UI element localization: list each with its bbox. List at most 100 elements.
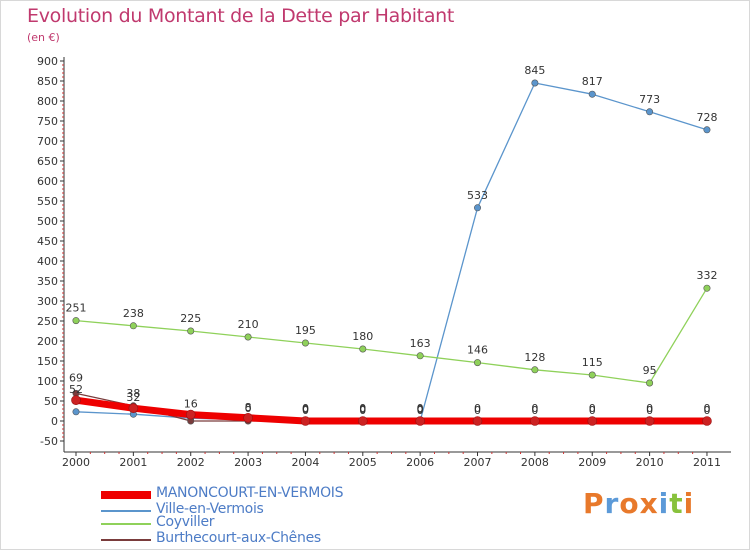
data-point [474,359,482,367]
data-point [128,403,139,414]
data-label: 0 [359,403,366,416]
legend-swatch [101,491,151,499]
data-label: 0 [703,402,710,415]
data-point [531,366,539,374]
data-point [185,409,196,420]
data-label: 0 [417,404,424,417]
data-label: 0 [531,404,538,417]
series-line [75,287,708,384]
data-label: 0 [589,404,596,417]
data-label: 0 [245,402,252,415]
data-point [703,284,711,292]
data-label: 817 [582,75,603,88]
x-tick-label: 2011 [693,456,721,469]
y-tick-label: 300 [37,295,58,308]
data-point [244,333,252,341]
data-label: 728 [696,111,717,124]
legend-label: MANONCOURT-EN-VERMOIS [156,485,344,501]
data-point [587,416,598,426]
x-tick-label: 2000 [62,456,90,469]
data-label: 0 [646,402,653,415]
data-label: 210 [238,318,259,331]
y-tick-label: 250 [37,315,58,328]
data-label: 115 [582,356,603,369]
data-point [702,416,712,426]
x-tick-label: 2003 [234,456,262,469]
data-point [129,322,137,330]
y-tick-label: 50 [44,395,58,408]
y-tick-label: 200 [37,335,58,348]
data-point [530,416,540,426]
legend-swatch [101,539,151,541]
data-label: 251 [66,302,87,315]
data-label: 225 [180,312,201,325]
data-label: 0 [302,404,309,417]
data-label: 146 [467,344,488,357]
x-tick-label: 2001 [119,456,147,469]
data-label: 32 [126,391,140,404]
data-point [474,204,482,212]
data-label: 0 [646,404,653,417]
data-label: 533 [467,189,488,202]
data-point [646,379,654,387]
x-tick-label: 2004 [291,456,319,469]
data-point [359,345,367,353]
data-point [300,416,311,426]
data-label: 0 [417,402,424,415]
data-label: 95 [643,364,657,377]
data-point [588,90,596,98]
legend-swatch [101,510,151,512]
y-tick-label: 400 [37,255,58,268]
data-point [71,395,81,406]
y-tick-label: 600 [37,175,58,188]
y-tick-label: 350 [37,275,58,288]
y-tick-label: -50 [40,435,58,448]
y-tick-label: 500 [37,215,58,228]
series-line [72,396,711,425]
y-tick-label: 450 [37,235,58,248]
x-tick-label: 2002 [177,456,205,469]
series-line [75,82,708,422]
chart-title: Evolution du Montant de la Dette par Hab… [27,5,455,27]
logo-letter: r [604,487,620,520]
data-point [415,416,425,426]
data-point [531,79,539,87]
y-tick-label: 700 [37,135,58,148]
x-tick-label: 2007 [464,456,492,469]
data-label: 195 [295,324,316,337]
logo-letter: P [583,487,605,520]
y-tick-label: 0 [51,415,58,428]
legend-label: Coyviller [156,514,215,530]
data-point [472,416,483,426]
data-label: 845 [524,64,545,77]
y-tick-label: 850 [37,75,58,88]
data-label: 0 [359,402,366,415]
y-tick-label: 650 [37,155,58,168]
x-tick-label: 2005 [349,456,377,469]
data-label: 0 [302,402,309,415]
y-tick-label: 900 [37,55,58,68]
x-tick-label: 2010 [636,456,664,469]
legend-label: Ville-en-Vermois [156,501,264,517]
data-point [357,416,368,426]
data-label: 52 [69,383,83,396]
chart-unit: (en €) [27,31,60,44]
y-tick-label: 800 [37,95,58,108]
data-point [187,327,195,335]
y-tick-label: 750 [37,115,58,128]
data-label: 180 [352,330,373,343]
y-tick-label: 150 [37,355,58,368]
data-label: 69 [69,371,83,384]
data-point [588,371,596,379]
data-label: 128 [524,351,545,364]
legend-label: Burthecourt-aux-Chênes [156,530,321,546]
data-point [72,317,80,325]
data-label: 8 [245,401,252,414]
logo-letter: i [658,487,670,520]
data-point [703,126,711,134]
logo-letter: x [639,487,659,520]
data-point [72,408,80,416]
legend-swatch [101,523,151,525]
data-label: 0 [589,402,596,415]
